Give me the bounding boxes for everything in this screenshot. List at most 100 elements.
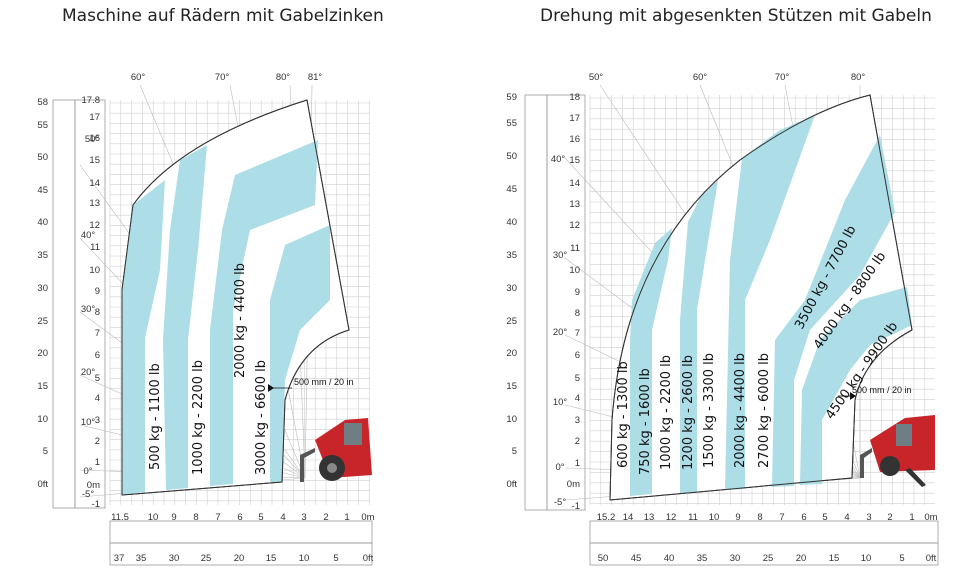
right-reach-m-tick: 9 (735, 512, 740, 523)
right-reach-m-tick: 12 (666, 512, 677, 523)
left-angle-label: 20° (81, 367, 96, 378)
left-reach-m-tick: 6 (237, 512, 242, 523)
left-chart-title: Maschine auf Rädern mit Gabelzinken (62, 6, 384, 26)
left-load-band-2 (163, 145, 207, 490)
left-height-m-tick: 14 (89, 178, 100, 189)
left-height-m-tick: -1 (92, 499, 100, 510)
left-height-ft-tick: 58 (37, 97, 48, 108)
right-reach-ft-tick: 0ft (926, 553, 937, 564)
left-height-m-tick: 17.8 (82, 95, 101, 106)
left-height-m-tick: 15 (89, 155, 100, 166)
right-load-band-3 (725, 115, 815, 490)
right-reach-ft-tick: 45 (631, 553, 642, 564)
left-load-chart: 500 kg - 1100 lb 1000 kg - 2200 lb 2000 kg… (37, 72, 375, 566)
left-reach-ft-tick: 20 (234, 553, 245, 564)
right-height-m-tick: 1 (575, 458, 580, 469)
left-height-m-tick: 1 (95, 457, 100, 468)
left-reach-m-tick: 9 (171, 512, 176, 523)
right-height-m-tick: 3 (575, 415, 580, 426)
right-band-label-1: 600 kg - 1300 lb (616, 361, 631, 468)
left-height-ft-tick: 55 (37, 120, 48, 131)
left-reach-ft-tick: 10 (299, 553, 310, 564)
left-height-m-tick: 2 (95, 436, 100, 447)
right-m-reach-box (589, 520, 939, 544)
right-envelope-outline (609, 94, 913, 501)
right-height-m-tick: 12 (569, 220, 580, 231)
left-height-m-tick: 7 (95, 328, 100, 339)
right-height-ft-tick: 55 (506, 118, 517, 129)
left-height-ft-tick: 20 (37, 348, 48, 359)
right-height-ft-tick: 35 (506, 250, 517, 261)
right-reach-ft-tick: 15 (829, 553, 840, 564)
left-height-m-tick: 8 (95, 307, 100, 318)
right-load-band-2 (680, 180, 718, 493)
right-reach-ft-tick: 25 (763, 553, 774, 564)
right-height-m-tick: 5 (575, 373, 580, 384)
right-load-band-5 (800, 287, 912, 485)
right-reach-m-tick: 0m (924, 512, 937, 523)
left-height-m-tick: 10 (89, 265, 100, 276)
left-reach-ft-tick: 15 (266, 553, 277, 564)
right-reach-ft-tick: 30 (730, 553, 741, 564)
right-height-ft-tick: 0ft (506, 479, 517, 490)
left-height-ft-tick: 50 (37, 152, 48, 163)
left-height-ft-tick: 25 (37, 316, 48, 327)
right-height-m-tick: 15 (569, 155, 580, 166)
left-height-m-tick: 13 (89, 198, 100, 209)
left-height-m-tick: 9 (95, 286, 100, 297)
left-reach-m-tick: 7 (215, 512, 220, 523)
right-height-ft-tick: 15 (506, 381, 517, 392)
right-height-ft-tick: 30 (506, 283, 517, 294)
right-annotation-arrow (850, 392, 856, 400)
left-m-reach-box (109, 520, 373, 544)
right-height-m-tick: 17 (569, 113, 580, 124)
right-height-ft-tick: 25 (506, 316, 517, 327)
right-reach-ft-tick: 50 (598, 553, 609, 564)
left-reach-m-tick: 3 (301, 512, 306, 523)
left-height-ft-tick: 35 (37, 250, 48, 261)
left-reach-ft-tick: 25 (201, 553, 212, 564)
right-band-label-3: 1000 kg - 2200 lb (659, 355, 674, 470)
left-band-label-1: 500 kg - 1100 lb (148, 363, 163, 470)
right-angle-label: 60° (693, 72, 708, 83)
left-band-label-3: 2000 kg - 4400 lb (233, 263, 248, 378)
left-reach-m-tick: 0m (361, 512, 374, 523)
right-height-m-tick: 2 (575, 436, 580, 447)
right-reach-m-tick: 6 (801, 512, 806, 523)
right-angle-label: 0° (555, 462, 564, 473)
right-reach-m-tick: 4 (844, 512, 849, 523)
left-reach-m-tick: 10 (148, 512, 159, 523)
left-height-ft-tick: 40 (37, 217, 48, 228)
right-reach-m-tick: 14 (623, 512, 634, 523)
left-angle-label: 80° (276, 72, 291, 83)
left-load-band-1 (122, 180, 165, 495)
right-annotation-text: 500 mm / 20 in (852, 385, 912, 395)
left-machine-cab (344, 423, 362, 445)
left-reach-m-tick: 8 (193, 512, 198, 523)
right-reach-m-tick: 3 (866, 512, 871, 523)
right-angle-label: -5° (554, 497, 566, 508)
left-angle-label: 81° (308, 72, 323, 83)
right-chart-title: Drehung mit abgesenkten Stützen mit Gabe… (540, 6, 932, 26)
left-m-scale-box (74, 99, 106, 509)
right-height-m-tick: 10 (569, 265, 580, 276)
right-height-m-tick: 14 (569, 178, 580, 189)
left-angle-label: 60° (131, 72, 146, 83)
left-height-ft-tick: 45 (37, 185, 48, 196)
right-reach-m-tick: 15.2 (597, 512, 616, 523)
left-angle-label: 0° (83, 466, 92, 477)
right-reach-ft-tick: 40 (664, 553, 675, 564)
left-height-m-tick: 3 (95, 415, 100, 426)
left-angle-label: 70° (215, 72, 230, 83)
left-height-m-tick: 17 (89, 112, 100, 123)
right-machine-outrigger (905, 468, 926, 487)
right-height-m-tick: 0m (567, 479, 580, 490)
right-band-label-7: 2700 kg - 6000 lb (757, 353, 772, 468)
right-band-label-2: 750 kg - 1600 lb (638, 368, 653, 475)
left-load-band-3 (210, 140, 318, 486)
right-reach-ft-tick: 5 (899, 553, 904, 564)
right-height-ft-tick: 45 (506, 184, 517, 195)
left-reach-m-tick: 5 (258, 512, 263, 523)
left-reach-m-tick: 2 (323, 512, 328, 523)
right-height-m-tick: 4 (575, 393, 580, 404)
